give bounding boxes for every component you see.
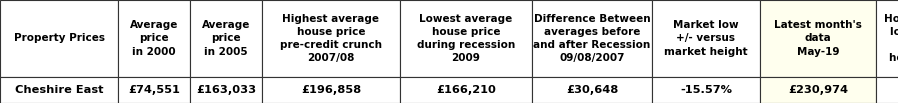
Text: Average
price
in 2005: Average price in 2005 xyxy=(202,20,251,57)
Bar xyxy=(876,77,898,103)
Text: £30,648: £30,648 xyxy=(566,85,618,95)
Bar xyxy=(0,0,118,77)
Text: Highest average
house price
pre-credit crunch
2007/08: Highest average house price pre-credit c… xyxy=(280,14,382,63)
Text: How much higher/
lower are latest
prices vs
height in 2007/8: How much higher/ lower are latest prices… xyxy=(884,14,898,63)
Bar xyxy=(118,0,190,77)
Text: £196,858: £196,858 xyxy=(301,85,361,95)
Text: Lowest average
house price
during recession
2009: Lowest average house price during recess… xyxy=(417,14,515,63)
Text: Difference Between
averages before
and after Recession
09/08/2007: Difference Between averages before and a… xyxy=(533,14,651,63)
Text: -15.57%: -15.57% xyxy=(680,85,732,95)
Bar xyxy=(532,77,652,103)
Text: £230,974: £230,974 xyxy=(788,85,848,95)
Bar xyxy=(532,0,652,77)
Text: Market low
+/- versus
market height: Market low +/- versus market height xyxy=(665,20,748,57)
Bar xyxy=(760,0,876,77)
Text: Average
price
in 2000: Average price in 2000 xyxy=(130,20,178,57)
Text: £163,033: £163,033 xyxy=(196,85,256,95)
Bar xyxy=(0,77,118,103)
Text: Latest month's
data
May-19: Latest month's data May-19 xyxy=(774,20,862,57)
Bar xyxy=(118,77,190,103)
Bar xyxy=(876,0,898,77)
Bar xyxy=(400,0,532,77)
Bar xyxy=(262,77,400,103)
Bar xyxy=(190,77,262,103)
Text: £74,551: £74,551 xyxy=(128,85,180,95)
Bar xyxy=(262,0,400,77)
Bar xyxy=(652,77,760,103)
Text: Cheshire East: Cheshire East xyxy=(14,85,103,95)
Bar xyxy=(760,77,876,103)
Text: £166,210: £166,210 xyxy=(436,85,496,95)
Bar xyxy=(190,0,262,77)
Bar xyxy=(652,0,760,77)
Bar xyxy=(400,77,532,103)
Text: Property Prices: Property Prices xyxy=(13,33,104,43)
